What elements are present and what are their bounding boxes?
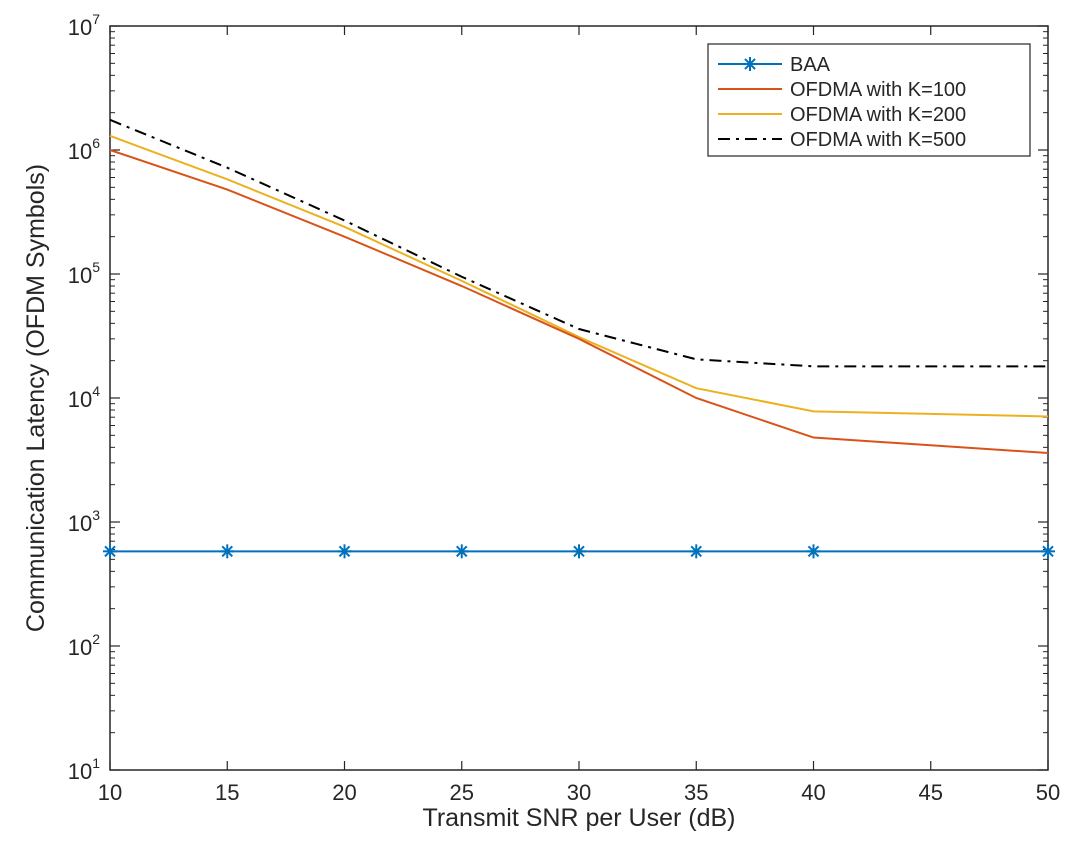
y-axis-label: Communication Latency (OFDM Symbols) [22,164,50,632]
legend-label-ofdma-with-k-200: OFDMA with K=200 [790,104,966,126]
x-axis-ticks: 10 15 20 25 30 35 40 45 50 [98,26,1060,805]
x-tick-label: 35 [684,780,708,805]
y-tick-base: 10 [68,759,92,784]
y-tick-exponent: 6 [92,135,100,151]
x-tick-label: 15 [215,780,239,805]
series-point-baa [689,544,704,559]
x-tick-label: 45 [919,780,943,805]
x-tick-label: 20 [332,780,356,805]
series-point-baa [337,544,352,559]
series-point-baa [572,544,586,559]
y-tick-label: 107 [68,11,100,40]
legend-marker-baa [743,57,757,71]
x-tick-label: 10 [98,780,122,805]
y-tick-label: 103 [68,507,100,536]
legend-label-ofdma-with-k-100: OFDMA with K=100 [790,79,966,101]
y-tick-base: 10 [68,635,92,660]
y-tick-label: 106 [68,135,100,164]
x-tick-label: 50 [1036,780,1060,805]
series-line-ofdma-with-k-500 [109,118,1048,368]
x-tick-label: 25 [450,780,474,805]
y-tick-label: 104 [68,383,100,412]
y-tick-base: 10 [68,511,92,536]
legend-label-baa: BAA [790,54,831,76]
y-tick-label: 102 [68,631,100,660]
y-tick-exponent: 5 [92,259,100,275]
series-point-baa [454,544,469,559]
y-tick-exponent: 3 [92,507,100,523]
series-line-ofdma-with-k-100 [109,149,1049,455]
series-point-baa [1041,544,1055,559]
series-point-baa [103,544,117,559]
series-point-baa [806,544,821,559]
y-tick-base: 10 [68,139,92,164]
legend: BAA OFDMA with K=100 OFDMA with K=200 OFDMA… [707,43,1031,157]
x-tick-label: 30 [567,780,591,805]
y-tick-exponent: 4 [92,383,100,399]
y-tick-label: 101 [68,755,100,784]
y-tick-base: 10 [68,387,92,412]
legend-box [707,43,1031,157]
y-tick-exponent: 1 [92,755,100,771]
series-point-baa [220,544,235,559]
y-tick-base: 10 [68,15,92,40]
series-layer [103,118,1055,559]
y-tick-base: 10 [68,263,92,288]
x-tick-label: 40 [801,780,825,805]
y-tick-exponent: 2 [92,631,100,647]
series-line-ofdma-with-k-200 [109,134,1049,418]
legend-label-ofdma-with-k-500: OFDMA with K=500 [790,129,966,151]
y-tick-label: 105 [68,259,100,288]
x-axis-label: Transmit SNR per User (dB) [422,804,735,832]
y-tick-exponent: 7 [92,11,100,27]
